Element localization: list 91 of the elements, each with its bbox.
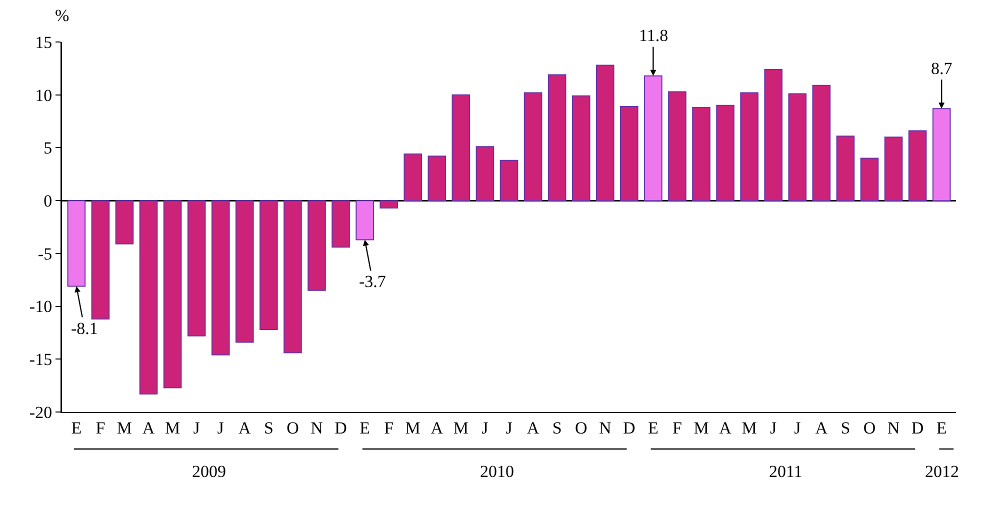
x-tick-label: O [286, 418, 299, 438]
bar [235, 200, 254, 343]
x-tick-label: A [526, 418, 540, 438]
bar [380, 200, 398, 208]
x-tick-label: M [164, 418, 180, 438]
x-tick-label: M [453, 418, 469, 438]
y-tick-label: 0 [44, 192, 52, 211]
x-tick-label: J [217, 418, 224, 438]
x-tick-label: J [506, 418, 513, 438]
y-tick-label: 5 [44, 138, 52, 158]
data-label: -3.7 [359, 272, 386, 291]
x-tick-label: S [264, 418, 274, 438]
y-tick-label: -15 [29, 350, 52, 370]
bar [884, 136, 903, 202]
y-tick-label: -5 [38, 244, 52, 264]
bar [836, 136, 855, 202]
bar [764, 68, 783, 202]
bar [908, 130, 927, 202]
x-tick-label: O [574, 418, 588, 438]
x-tick-label: N [310, 418, 323, 438]
x-tick-label: M [694, 418, 709, 438]
x-tick-label: A [719, 418, 732, 438]
x-tick-label: A [815, 418, 828, 438]
bar [91, 200, 110, 320]
data-label: -8.1 [71, 319, 98, 338]
x-tick-label: F [384, 418, 394, 438]
x-tick-label: S [552, 418, 562, 438]
bar [332, 200, 350, 248]
x-tick-label: A [142, 418, 156, 438]
text: 2011 [769, 462, 802, 481]
x-tick-label: A [430, 418, 444, 438]
x-tick-label: S [840, 418, 850, 438]
x-tick-label: J [482, 418, 489, 438]
bar [476, 146, 494, 202]
x-tick-label: N [887, 418, 900, 438]
x-tick-label: M [742, 418, 757, 438]
x-tick-label: E [71, 418, 82, 438]
bar [788, 93, 807, 202]
x-tick-label: M [405, 418, 420, 438]
bar [740, 92, 758, 202]
y-tick-label: 15 [35, 32, 52, 52]
y-tick-label: -20 [29, 402, 52, 422]
bar [620, 106, 638, 202]
bar [452, 94, 470, 202]
y-tick-label: -10 [29, 297, 52, 316]
bar [500, 160, 518, 202]
data-label: 11.8 [639, 26, 668, 45]
bar [308, 200, 326, 291]
x-tick-label: O [863, 418, 876, 438]
x-tick-label: J [193, 418, 200, 438]
bar [716, 104, 734, 202]
x-tick-label: F [672, 418, 682, 438]
y-axis-title: % [55, 6, 70, 25]
x-tick-label: D [623, 418, 636, 438]
x-tick-label: F [96, 418, 106, 438]
bar [692, 107, 710, 202]
data-label: 8.7 [931, 59, 953, 78]
x-tick-label: N [598, 418, 612, 438]
text: 2009 [192, 462, 226, 481]
bar [187, 200, 206, 336]
x-tick-label: E [936, 418, 947, 438]
bar [115, 200, 134, 244]
bar [668, 91, 686, 202]
bar [428, 156, 446, 202]
bar [211, 200, 230, 356]
x-tick-label: D [334, 418, 347, 438]
bar [860, 158, 879, 202]
bar [596, 64, 614, 202]
x-tick-label: M [116, 418, 132, 438]
x-tick-label: D [911, 418, 924, 438]
bar [812, 84, 831, 202]
x-tick-label: A [238, 418, 252, 438]
y-tick-label: 10 [35, 86, 52, 105]
bar [932, 108, 951, 202]
x-tick-label: E [648, 418, 658, 438]
bar [260, 200, 278, 330]
bar [644, 75, 662, 202]
bar [548, 74, 566, 202]
x-tick-label: J [770, 418, 778, 438]
bar [284, 200, 302, 354]
bar [572, 95, 590, 202]
text: 2010 [480, 462, 514, 481]
bar [524, 92, 542, 202]
bar [163, 200, 182, 388]
text: 2012 [925, 462, 959, 481]
bar [67, 200, 86, 287]
bar [404, 154, 422, 202]
bar [356, 200, 374, 240]
bar [139, 200, 158, 395]
x-tick-label: E [360, 418, 370, 438]
x-tick-label: J [794, 418, 802, 438]
